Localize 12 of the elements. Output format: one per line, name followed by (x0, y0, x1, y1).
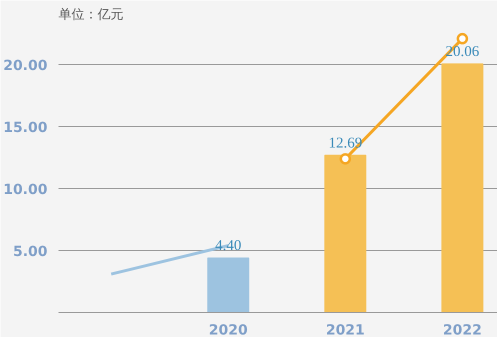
x-tick-label: 2022 (442, 322, 482, 337)
bar (324, 154, 366, 312)
y-tick-label: 5.00 (12, 244, 48, 260)
data-label: 4.40 (215, 238, 242, 254)
y-tick-label: 20.00 (3, 58, 48, 74)
y-tick-label: 10.00 (3, 182, 48, 198)
chart-title: 单位：亿元 (58, 8, 124, 22)
x-tick-label: 2020 (208, 322, 248, 337)
x-tick-label: 2021 (326, 322, 365, 337)
bar (441, 63, 484, 312)
y-tick-label: 15.00 (3, 120, 48, 136)
bar (207, 257, 250, 312)
